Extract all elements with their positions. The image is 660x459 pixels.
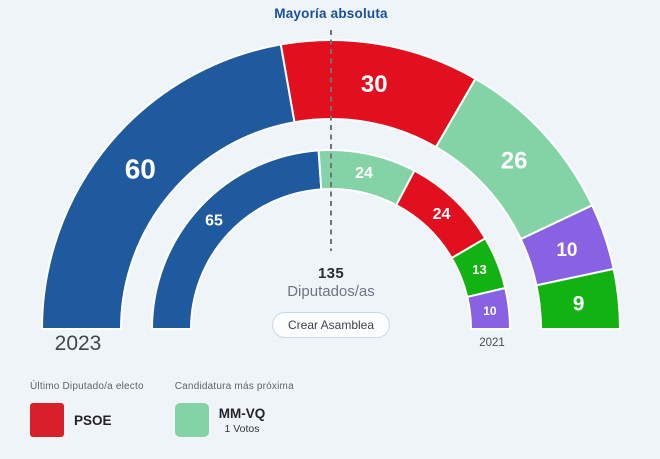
legend-row: MM-VQ 1 Votos: [174, 403, 294, 437]
seat-count-label-2021-24: 24: [433, 206, 451, 223]
seat-count-label-2021-65: 65: [205, 213, 223, 230]
legend: Último Diputado/a electo PSOE Candidatur…: [30, 381, 294, 437]
legend-row: PSOE: [30, 403, 144, 437]
seat-count-label-2023-60: 60: [125, 154, 156, 185]
total-seats-unit: Diputados/as: [287, 283, 375, 300]
psoe-color-swatch: [30, 403, 64, 437]
create-assembly-button[interactable]: Crear Asamblea: [271, 312, 391, 338]
seat-count-label-2021-10: 10: [483, 304, 497, 318]
seat-count-label-2021-13: 13: [472, 262, 486, 277]
party-name: PSOE: [74, 412, 112, 428]
majority-label: Mayoría absoluta: [274, 6, 388, 21]
seat-count-label-2023-9: 9: [573, 292, 585, 315]
party-name: MM-VQ: [218, 405, 266, 421]
seat-count-label-2021-24: 24: [355, 165, 373, 182]
legend-heading: Último Diputado/a electo: [30, 381, 144, 392]
legend-item-last-elected: Último Diputado/a electo PSOE: [30, 381, 144, 437]
votes-delta: 1 Votos: [224, 422, 260, 435]
seat-count-label-2023-30: 30: [361, 71, 388, 98]
mmvq-color-swatch: [174, 403, 209, 437]
seat-segment-2021-10[interactable]: [466, 286, 512, 330]
seat-segment-2023-9[interactable]: [535, 267, 622, 330]
legend-item-closest-candidacy: Candidatura más próxima MM-VQ 1 Votos: [174, 381, 294, 437]
year-label-2021: 2021: [479, 337, 505, 349]
legend-heading: Candidatura más próxima: [174, 381, 294, 392]
total-seats-value: 135: [318, 265, 344, 282]
seat-count-label-2023-10: 10: [556, 240, 577, 261]
seat-count-label-2023-26: 26: [501, 148, 528, 175]
year-label-2023: 2023: [54, 332, 102, 355]
